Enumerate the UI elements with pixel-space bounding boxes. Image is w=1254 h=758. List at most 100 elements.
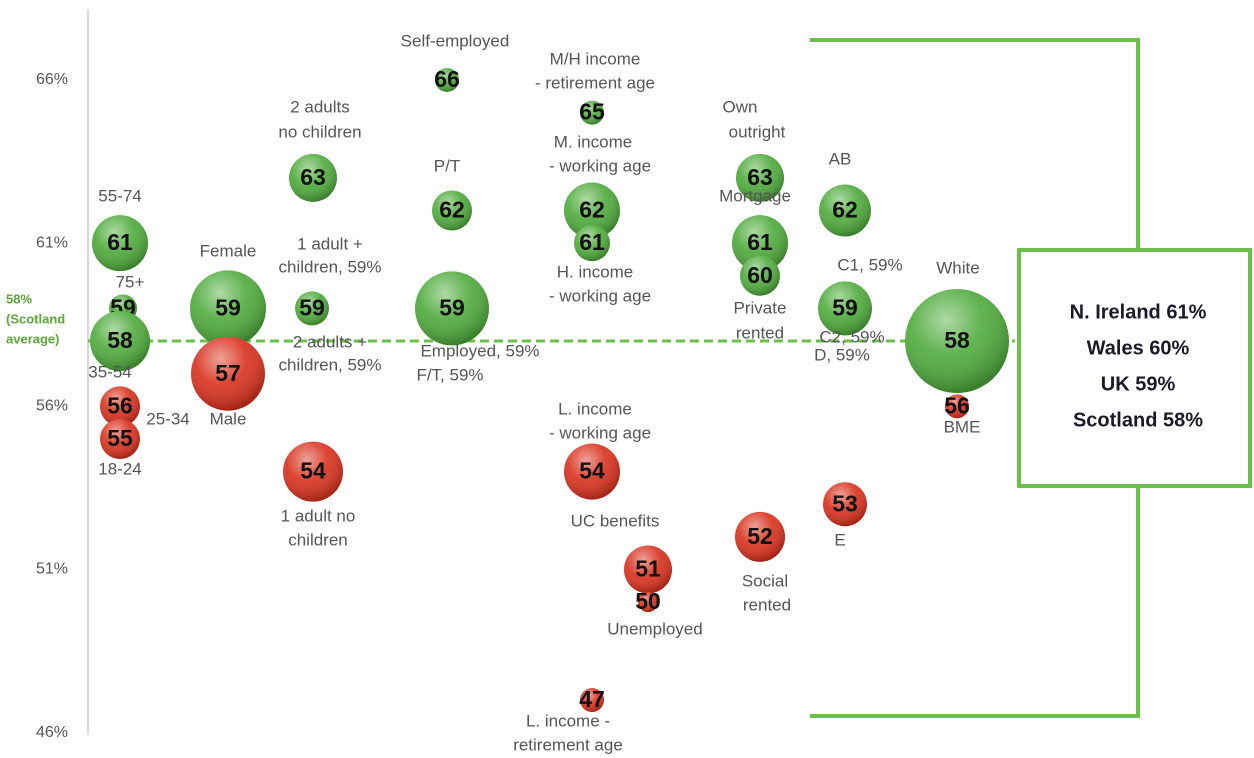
bubble-label: Unemployed	[607, 619, 702, 638]
bubble-label: H. income	[557, 262, 634, 281]
bubble-label: M. income	[554, 132, 632, 151]
bubble-label: - working age	[549, 286, 651, 305]
bubble-shine	[736, 153, 784, 202]
bubble-label: 2 adults +	[293, 332, 367, 351]
bubble-shine	[580, 100, 604, 125]
y-tick-label: 56%	[36, 398, 68, 415]
bubble-label: Own	[723, 97, 758, 116]
bubble-value: 63	[300, 164, 326, 190]
bubble-shine	[580, 688, 604, 713]
bubble-label: no children	[278, 122, 361, 141]
bubble-value: 58	[944, 327, 970, 353]
bubble-value: 62	[832, 197, 858, 223]
comparison-text: Scotland 58%	[1073, 409, 1203, 431]
bubble-value: 65	[579, 99, 605, 125]
bubble-shine	[283, 441, 343, 502]
bubble-label: Social	[742, 571, 788, 590]
bubble-value: 62	[439, 197, 465, 223]
bubble-label: BME	[944, 417, 981, 436]
bubble-shine	[191, 336, 265, 411]
bubble-value: 63	[747, 164, 773, 190]
bubble-value: 56	[107, 392, 133, 418]
bubble-value: 61	[579, 229, 605, 255]
bubble-value: 54	[579, 458, 605, 484]
bubble-shine	[638, 592, 658, 613]
bubble-label: L. income -	[526, 711, 610, 730]
bubble-shine	[289, 153, 337, 202]
bubble-value: 60	[747, 262, 773, 288]
bubble-value: 57	[215, 360, 241, 386]
bubble-value: 53	[832, 490, 858, 516]
bubble-label: rented	[736, 323, 784, 342]
bubble-label: C2, 59%	[819, 327, 884, 346]
y-tick-label: 51%	[36, 561, 68, 578]
bubble-shine	[823, 482, 867, 527]
bubble-shine	[564, 443, 620, 500]
comparison-text: UK 59%	[1101, 373, 1176, 395]
bubble-label: - working age	[549, 423, 651, 442]
bubble-label: Private	[734, 298, 787, 317]
bubble-label: 25-34	[146, 409, 189, 428]
comparison-box	[1017, 248, 1252, 488]
bubble-label: C1, 59%	[837, 255, 902, 274]
bubble-label: White	[936, 258, 979, 277]
bubble-label: 55-74	[98, 186, 141, 205]
bubble-label: UC benefits	[571, 511, 660, 530]
bubble-shine	[735, 511, 785, 562]
bubble-label: F/T, 59%	[416, 365, 483, 384]
average-label: average)	[6, 331, 59, 346]
bubble-label: 1 adult +	[297, 234, 363, 253]
bubble-value: 51	[635, 556, 661, 582]
bubble-shine	[100, 418, 140, 459]
bracket	[810, 486, 1140, 718]
comparison-text: Wales 60%	[1087, 337, 1190, 359]
bubble-label: - retirement age	[535, 73, 655, 92]
bubble-value: 56	[944, 392, 970, 418]
bubble-label: E	[834, 530, 845, 549]
bubble-shine	[295, 291, 329, 326]
bubble-shine	[740, 255, 780, 296]
bubble-shine	[432, 190, 472, 231]
y-tick-label: 61%	[36, 234, 68, 251]
bubble-label: AB	[829, 149, 852, 168]
bubble-shine	[90, 311, 150, 372]
bubble-value: 62	[579, 197, 605, 223]
bubble-shine	[574, 225, 610, 262]
bubble-shine	[92, 215, 148, 272]
bubble-label: 75+	[116, 272, 145, 291]
average-label: (Scotland	[6, 311, 65, 326]
bubble-label: 18-24	[98, 459, 141, 478]
bubble-label: M/H income	[550, 49, 641, 68]
bubble-label: D, 59%	[814, 345, 870, 364]
bubble-shine	[100, 386, 140, 427]
bubble-label: retirement age	[513, 735, 623, 754]
bubble-value: 54	[300, 458, 326, 484]
bubble-label: children, 59%	[278, 355, 381, 374]
bubble-label: Female	[200, 241, 257, 260]
bubble-label: children, 59%	[278, 257, 381, 276]
bubble-label: Mortgage	[719, 186, 791, 205]
bubble-label: 2 adults	[290, 97, 350, 116]
bubble-label: Self-employed	[401, 31, 510, 50]
bubble-label: P/T	[434, 156, 460, 175]
bubble-value: 55	[107, 425, 133, 451]
bubble-value: 50	[635, 588, 661, 614]
comparison-text: N. Ireland 61%	[1070, 301, 1207, 323]
bubble-shine	[905, 289, 1009, 394]
y-tick-label: 66%	[36, 71, 68, 88]
bracket	[810, 38, 1140, 250]
bubble-value: 52	[747, 523, 773, 549]
bubble-shine	[819, 184, 871, 237]
bubble-shine	[415, 271, 489, 346]
bubble-value: 59	[299, 294, 325, 320]
bubble-shine	[624, 545, 672, 594]
bubble-value: 66	[434, 66, 460, 92]
bubble-value: 59	[832, 294, 858, 320]
bubble-shine	[190, 270, 266, 347]
bubble-shine	[945, 394, 969, 419]
bubble-shine	[818, 281, 872, 336]
bubble-label: children	[288, 530, 348, 549]
bubble-label: rented	[743, 595, 791, 614]
y-tick-label: 46%	[36, 724, 68, 741]
